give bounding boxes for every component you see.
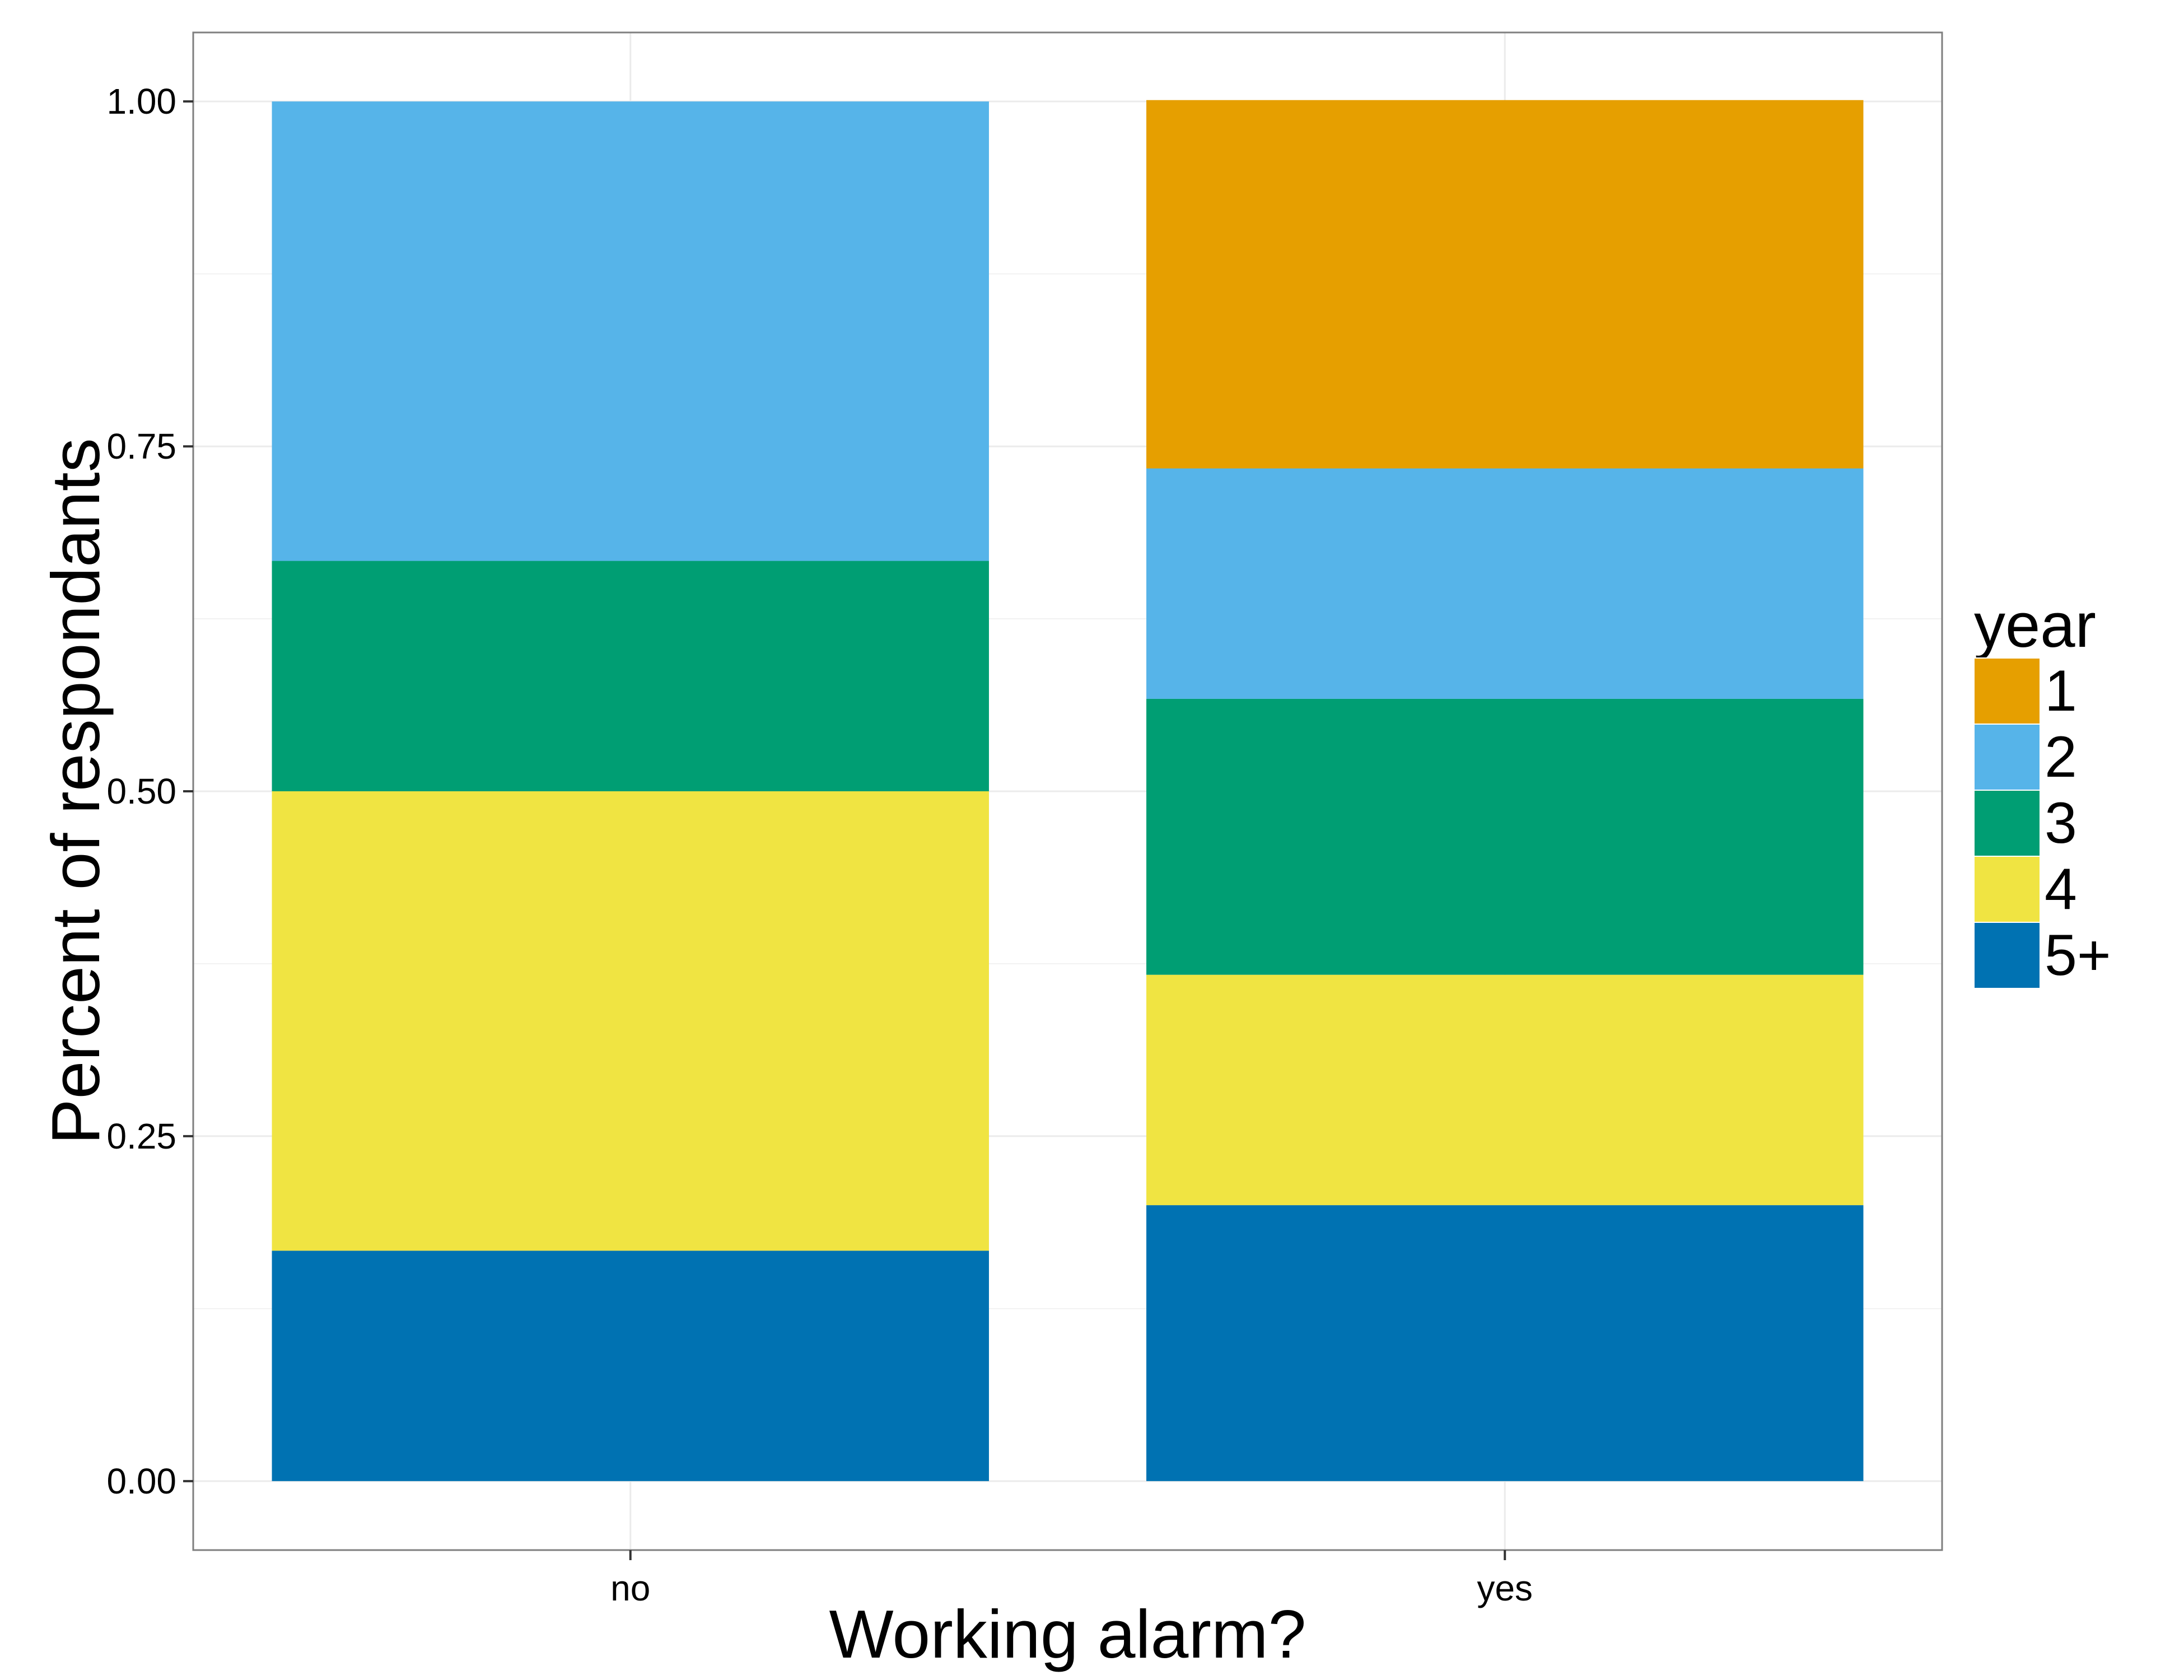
y-tick-label: 0.75 bbox=[106, 426, 176, 466]
bar-segment-yes-year-5+ bbox=[1146, 1205, 1864, 1481]
bar-segment-no-year-2 bbox=[272, 101, 989, 561]
y-tick-label: 0.00 bbox=[106, 1461, 176, 1501]
legend-key-5+ bbox=[1973, 922, 2041, 989]
y-tick-label: 0.25 bbox=[106, 1116, 176, 1156]
legend-label: 4 bbox=[2045, 857, 2077, 922]
bar-segment-no-year-5+ bbox=[272, 1250, 989, 1481]
bar-segment-yes-year-2 bbox=[1146, 468, 1864, 699]
y-axis-title: Percent of respondants bbox=[38, 438, 114, 1144]
legend-key-4 bbox=[1973, 856, 2041, 923]
bar-segment-no-year-4 bbox=[272, 791, 989, 1251]
x-tick-label: yes bbox=[1477, 1568, 1533, 1608]
bar-segment-yes-year-1 bbox=[1146, 100, 1864, 469]
legend-label: 1 bbox=[2045, 659, 2077, 724]
bar-segment-yes-year-3 bbox=[1146, 698, 1864, 975]
legend-label: 3 bbox=[2045, 791, 2077, 856]
bar-segment-yes-year-4 bbox=[1146, 974, 1864, 1206]
bars bbox=[272, 100, 1864, 1481]
y-tick-label: 1.00 bbox=[106, 81, 176, 122]
bar-segment-no-year-3 bbox=[272, 561, 989, 791]
x-tick-label: no bbox=[610, 1568, 650, 1608]
x-axis: no yes bbox=[610, 1550, 1533, 1608]
legend-key-2 bbox=[1973, 724, 2041, 791]
x-axis-title: Working alarm? bbox=[829, 1596, 1306, 1672]
legend-label: 5+ bbox=[2045, 923, 2111, 988]
legend-title: year bbox=[1974, 590, 2096, 660]
legend-label: 2 bbox=[2045, 725, 2077, 790]
y-axis: 0.00 0.25 0.50 0.75 1.00 bbox=[106, 81, 193, 1501]
legend-key-3 bbox=[1973, 790, 2041, 857]
legend-key-1 bbox=[1973, 657, 2041, 725]
y-tick-label: 0.50 bbox=[106, 771, 176, 811]
